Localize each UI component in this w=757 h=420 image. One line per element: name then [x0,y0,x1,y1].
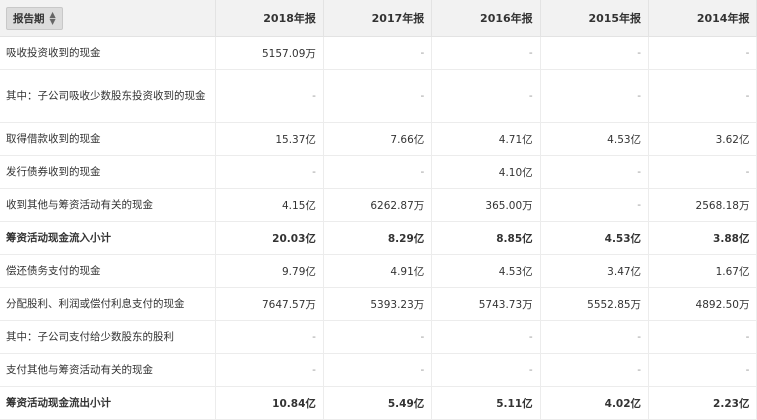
year-header: 2016年报 [431,0,541,37]
row-value: - [648,69,757,123]
row-value: - [540,353,650,387]
row-value: 5157.09万 [215,36,324,70]
row-value: 10.84亿 [215,386,324,420]
row-value: 4.71亿 [431,122,541,156]
row-value: 5743.73万 [431,287,541,321]
row-value: 5552.85万 [540,287,650,321]
row-value: 7647.57万 [215,287,324,321]
table-row: 取得借款收到的现金 15.37亿 7.66亿 4.71亿 4.53亿 3.62亿 [0,122,757,156]
row-value: 5.11亿 [431,386,541,420]
table-row: 筹资活动现金流出小计 10.84亿 5.49亿 5.11亿 4.02亿 2.23亿 [0,386,757,420]
year-header: 2018年报 [215,0,324,37]
row-label: 其中：子公司支付给少数股东的股利 [0,320,216,354]
row-label: 筹资活动现金流出小计 [0,386,216,420]
row-value: - [648,155,757,189]
row-value: - [431,320,541,354]
row-value: 6262.87万 [323,188,433,222]
row-value: - [215,320,324,354]
year-header: 2015年报 [540,0,650,37]
row-value: - [323,69,433,123]
table-body: 吸收投资收到的现金 5157.09万 - - - - 其中：子公司吸收少数股东投资收到的现金… [0,36,757,420]
row-value: - [648,353,757,387]
row-label: 支付其他与筹资活动有关的现金 [0,353,216,387]
row-value: 4.02亿 [540,386,650,420]
year-header: 2014年报 [648,0,757,37]
row-value: - [540,36,650,70]
table-row: 偿还债务支付的现金 9.79亿 4.91亿 4.53亿 3.47亿 1.67亿 [0,254,757,288]
row-value: 4.53亿 [540,122,650,156]
row-value: 2568.18万 [648,188,757,222]
period-header: 报告期 ▲ ▼ [0,0,216,37]
row-value: - [540,69,650,123]
year-header: 2017年报 [323,0,433,37]
row-value: - [215,155,324,189]
row-value: 20.03亿 [215,221,324,255]
period-label: 报告期 [13,12,45,25]
row-label: 取得借款收到的现金 [0,122,216,156]
row-value: 8.29亿 [323,221,433,255]
row-value: - [323,320,433,354]
row-value: - [431,353,541,387]
table-row: 发行债券收到的现金 - -4.10亿 - - [0,155,757,189]
period-sort-button[interactable]: 报告期 ▲ ▼ [6,6,63,30]
row-label: 其中：子公司吸收少数股东投资收到的现金 [0,69,216,123]
row-label: 发行债券收到的现金 [0,155,216,189]
table-row: 收到其他与筹资活动有关的现金 4.15亿 6262.87万 365.00万 -2568.… [0,188,757,222]
row-value: 4.53亿 [431,254,541,288]
row-value: 1.67亿 [648,254,757,288]
table-row: 吸收投资收到的现金 5157.09万 - - - - [0,36,757,70]
row-value: - [323,155,433,189]
row-value: 2.23亿 [648,386,757,420]
row-value: 5.49亿 [323,386,433,420]
row-value: 3.88亿 [648,221,757,255]
table-row: 支付其他与筹资活动有关的现金 - - - - - [0,353,757,387]
row-value: 3.47亿 [540,254,650,288]
row-label: 收到其他与筹资活动有关的现金 [0,188,216,222]
row-value: - [540,155,650,189]
row-value: - [648,320,757,354]
row-value: - [215,353,324,387]
row-value: 4.15亿 [215,188,324,222]
row-value: 365.00万 [431,188,541,222]
row-value: 4.10亿 [431,155,541,189]
row-label: 偿还债务支付的现金 [0,254,216,288]
row-value: - [648,36,757,70]
row-value: 4.53亿 [540,221,650,255]
row-value: 7.66亿 [323,122,433,156]
row-label: 吸收投资收到的现金 [0,36,216,70]
table-row: 其中：子公司支付给少数股东的股利 - - - - - [0,320,757,354]
sort-icon: ▲ ▼ [49,10,56,26]
row-value: - [215,69,324,123]
row-label: 筹资活动现金流入小计 [0,221,216,255]
row-value: 8.85亿 [431,221,541,255]
table-row: 分配股利、利润或偿付利息支付的现金 7647.57万 5393.23万 5743.73… [0,287,757,321]
row-value: 5393.23万 [323,287,433,321]
row-value: - [323,353,433,387]
row-value: - [323,36,433,70]
table-row: 筹资活动现金流入小计 20.03亿 8.29亿 8.85亿 4.53亿 3.88亿 [0,221,757,255]
row-value: - [431,36,541,70]
row-label: 分配股利、利润或偿付利息支付的现金 [0,287,216,321]
row-value: - [431,69,541,123]
row-value: 3.62亿 [648,122,757,156]
table-row: 其中：子公司吸收少数股东投资收到的现金 - - - - - [0,69,757,123]
row-value: 15.37亿 [215,122,324,156]
header-row: 报告期 ▲ ▼ 2018年报 2017年报 2016年报 2015年报 2014年… [0,0,757,37]
row-value: 4892.50万 [648,287,757,321]
row-value: - [540,188,650,222]
row-value: - [540,320,650,354]
row-value: 4.91亿 [323,254,433,288]
row-value: 9.79亿 [215,254,324,288]
